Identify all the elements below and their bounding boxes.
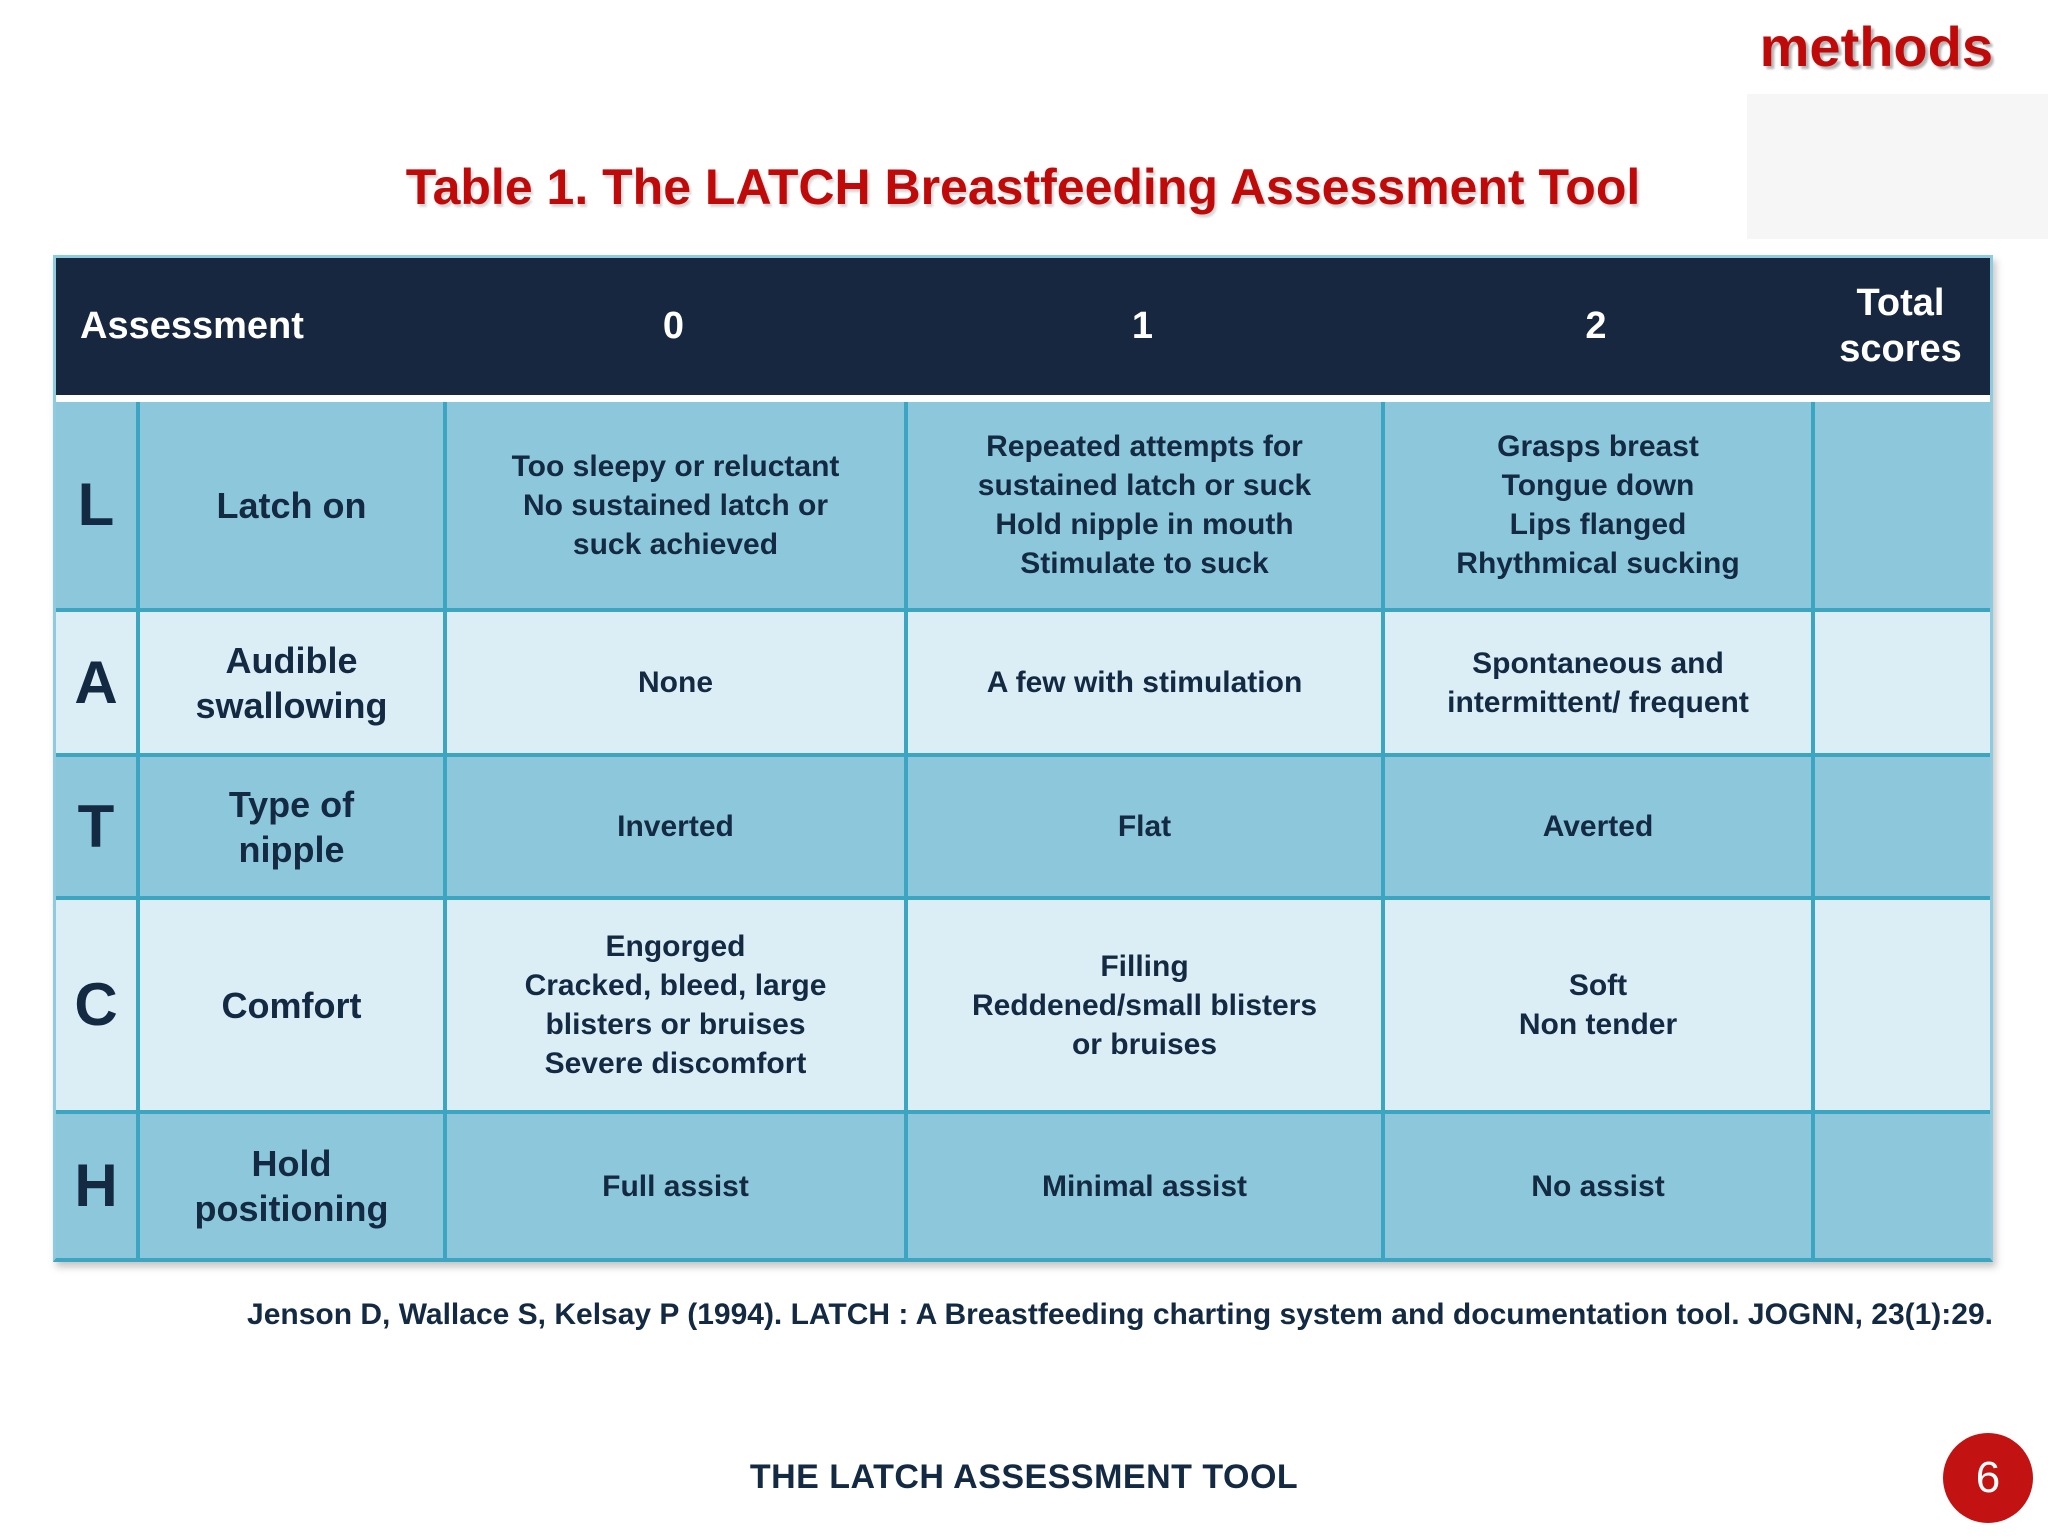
header-cell-score-1: 1: [1131, 304, 1154, 347]
cell-C-total: [1815, 900, 1990, 1110]
cell-name-type-of-nipple: Type of nipple: [140, 757, 443, 896]
cell-A-score-1: A few with stimulation: [908, 612, 1381, 753]
cell-H-total: [1815, 1114, 1990, 1258]
slide-title: Table 1. The LATCH Breastfeeding Assessm…: [405, 159, 1641, 215]
page-number-badge: 6: [1943, 1433, 2033, 1523]
cell-L-total: [1815, 402, 1990, 608]
cell-letter-L: L: [56, 402, 136, 608]
cell-A-score-0: None: [447, 612, 904, 753]
cell-C-score-0: Engorged Cracked, bleed, large blisters …: [447, 900, 904, 1110]
cell-L-score-1: Repeated attempts for sustained latch or…: [908, 402, 1381, 608]
cell-T-total: [1815, 757, 1990, 896]
header-cell-assessment: Assessment: [80, 304, 304, 347]
header-cell-score-2: 2: [1585, 304, 1607, 347]
section-tab-panel: [1747, 94, 2048, 239]
table-header-row: Assessment 0 1 2 Total scores: [56, 258, 1990, 395]
cell-name-latch-on: Latch on: [140, 402, 443, 608]
cell-T-score-2: Averted: [1385, 757, 1811, 896]
cell-name-audible-swallowing: Audible swallowing: [140, 612, 443, 753]
header-divider: [56, 395, 1990, 402]
footer-title: THE LATCH ASSESSMENT TOOL: [749, 1458, 1299, 1496]
cell-H-score-1: Minimal assist: [908, 1114, 1381, 1258]
cell-A-total: [1815, 612, 1990, 753]
header-cell-total-scores: Total scores: [1839, 281, 1962, 370]
cell-T-score-1: Flat: [908, 757, 1381, 896]
table-body: L Latch on Too sleepy or reluctant No su…: [56, 402, 1990, 1258]
cell-H-score-0: Full assist: [447, 1114, 904, 1258]
cell-C-score-1: Filling Reddened/small blisters or bruis…: [908, 900, 1381, 1110]
cell-letter-A: A: [56, 612, 136, 753]
latch-assessment-table: Assessment 0 1 2 Total scores L Latch on…: [53, 255, 1993, 1262]
page-number: 6: [1975, 1453, 2001, 1502]
cell-letter-T: T: [56, 757, 136, 896]
cell-name-hold-positioning: Hold positioning: [140, 1114, 443, 1258]
cell-C-score-2: Soft Non tender: [1385, 900, 1811, 1110]
cell-H-score-2: No assist: [1385, 1114, 1811, 1258]
cell-T-score-0: Inverted: [447, 757, 904, 896]
cell-letter-C: C: [56, 900, 136, 1110]
cell-L-score-0: Too sleepy or reluctant No sustained lat…: [447, 402, 904, 608]
cell-letter-H: H: [56, 1114, 136, 1258]
cell-A-score-2: Spontaneous and intermittent/ frequent: [1385, 612, 1811, 753]
citation-text: Jenson D, Wallace S, Kelsay P (1994). LA…: [247, 1298, 1993, 1331]
cell-L-score-2: Grasps breast Tongue down Lips flanged R…: [1385, 402, 1811, 608]
cell-name-comfort: Comfort: [140, 900, 443, 1110]
section-label: methods: [1759, 15, 1993, 78]
header-cell-score-0: 0: [662, 304, 685, 347]
